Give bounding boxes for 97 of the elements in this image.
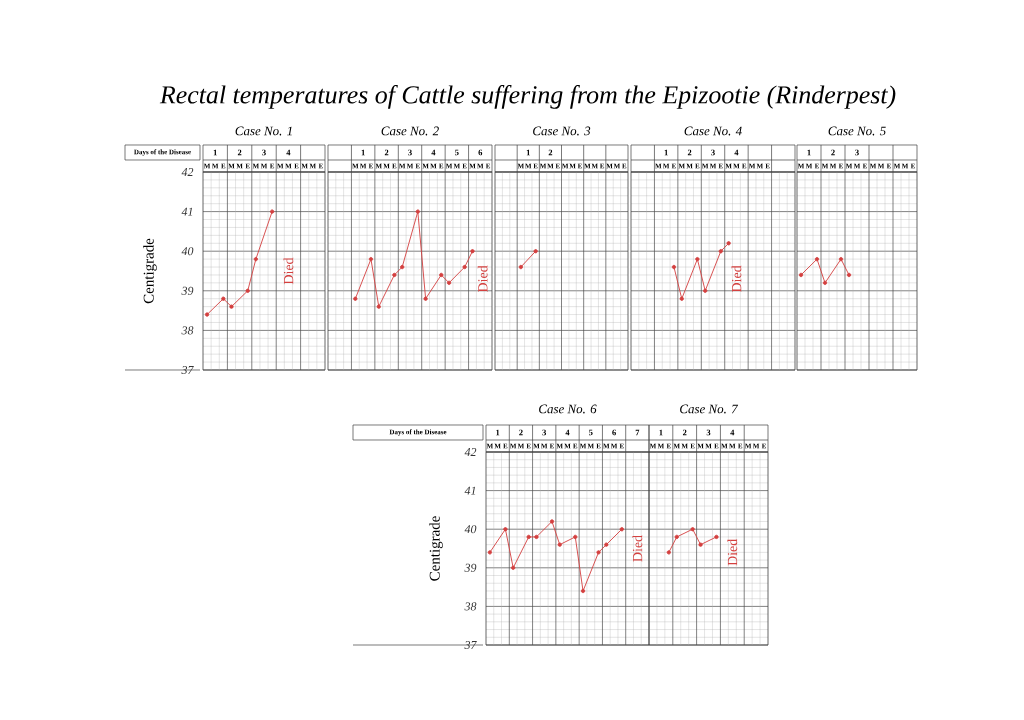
x2-tick-label: 1 (807, 149, 811, 156)
point (245, 288, 250, 293)
point (439, 272, 444, 278)
x2-tick-label: 2 (831, 149, 835, 156)
point (690, 527, 695, 532)
chart-subtitle: Case No. 1 (235, 126, 292, 136)
point (698, 542, 703, 547)
x2-tick-label: 4 (734, 149, 739, 156)
annotation: Died (731, 265, 742, 293)
x2-tick-label: 3 (711, 149, 715, 156)
point (470, 249, 475, 254)
point (726, 241, 731, 246)
point (666, 550, 671, 555)
point (703, 288, 708, 293)
x2-tick-label: 1 (664, 149, 668, 156)
point (557, 542, 562, 547)
y-tick-label: 37 (181, 365, 194, 374)
x2-tick-label: 5 (455, 149, 459, 156)
x2-tick-label: 2 (687, 149, 692, 156)
point (204, 312, 210, 317)
point (549, 519, 555, 524)
y-tick-label: 37 (464, 640, 477, 650)
point (679, 296, 684, 301)
point (269, 209, 275, 214)
point (511, 565, 516, 570)
x2-tick-label: 4 (730, 429, 735, 436)
x2-tick-label: 2 (682, 429, 687, 436)
point (596, 550, 601, 555)
y-tick-label: 41 (464, 486, 476, 495)
point (604, 542, 609, 547)
y-tick-label: 41 (181, 207, 193, 216)
chart-subtitle: Case No. 6 (539, 404, 597, 414)
y-tick-label: 42 (181, 168, 194, 176)
chart-subtitle: Case No. 7 (680, 404, 739, 414)
y-tick-label: 40 (464, 525, 477, 534)
x2-tick-label: 2 (548, 149, 553, 156)
y-axis-title: Centigrade (143, 238, 157, 304)
annotation: Died (727, 538, 738, 566)
point (487, 550, 493, 555)
x2-tick-label: 1 (496, 429, 500, 436)
point (718, 249, 723, 254)
y-tick-label: 38 (464, 602, 477, 611)
annotation: Died (477, 265, 488, 293)
x2-tick-label: 3 (262, 149, 266, 156)
x2-tick-label: 3 (706, 429, 711, 436)
text: Rectal temperatures of Cattle suffering from the Epizootie (Rinderpest) (159, 85, 896, 109)
point (368, 256, 374, 262)
chart-subtitle: Case No. 2 (381, 126, 439, 136)
x2-tick-label: 2 (384, 149, 389, 156)
y-tick-label: 40 (181, 247, 194, 256)
chart-subtitle: Case No. 3 (533, 126, 591, 136)
point (573, 534, 578, 540)
point (423, 296, 428, 301)
x2-tick-label: 4 (431, 149, 436, 156)
x2-tick-label: 1 (361, 149, 365, 156)
point (714, 534, 719, 540)
point (671, 264, 677, 270)
point (392, 272, 397, 278)
x2-tick-label: 4 (286, 149, 291, 156)
point (221, 296, 226, 301)
y-tick-label: 42 (464, 448, 477, 456)
point (503, 527, 508, 532)
point (462, 264, 467, 270)
y-tick-label: 38 (181, 326, 194, 335)
annotation: Died (632, 535, 643, 562)
point (400, 264, 405, 270)
point (619, 527, 624, 532)
x2-tick-label: 1 (659, 429, 663, 436)
point (695, 256, 700, 262)
point (253, 256, 259, 262)
x2-tick-label: 6 (478, 149, 483, 156)
point (580, 588, 586, 594)
x2-tick-label: 6 (612, 429, 616, 436)
annotation: Died (283, 257, 294, 285)
x2-tick-label: 1 (526, 149, 530, 156)
point (376, 304, 381, 309)
x2-tick-label: 3 (542, 429, 547, 436)
point (674, 534, 679, 540)
point (534, 534, 539, 540)
x2-tick-label: 5 (589, 429, 593, 436)
y-axis-title: Centigrade (429, 516, 443, 581)
x2-tick-label: 1 (213, 149, 217, 156)
point (446, 280, 452, 286)
point (229, 304, 234, 309)
x2-tick-label: 2 (519, 429, 523, 436)
x2-tick-label: 4 (565, 429, 570, 436)
point (526, 534, 531, 540)
chart-subtitle: Case No. 4 (684, 126, 742, 136)
x2-tick-label: 2 (237, 149, 242, 156)
chart-subtitle: Case No. 5 (828, 126, 886, 136)
x2-tick-label: 3 (408, 149, 412, 156)
x2-tick-label: 3 (855, 149, 859, 156)
point (415, 209, 420, 214)
point (353, 296, 358, 301)
y-tick-label: 39 (464, 563, 477, 572)
x2-tick-label: 7 (635, 429, 640, 436)
y-tick-label: 39 (181, 286, 194, 295)
